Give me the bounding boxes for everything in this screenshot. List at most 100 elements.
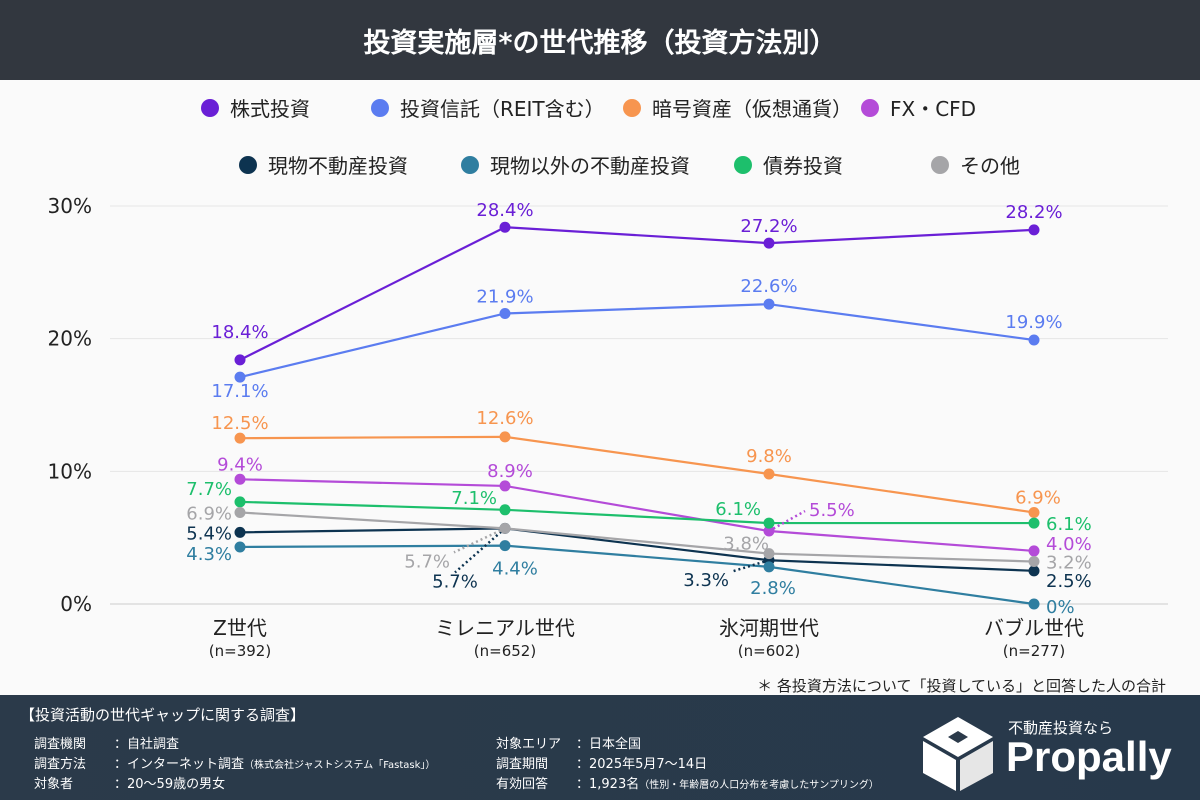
survey-title: 【投資活動の世代ギャップに関する調査】 [20,706,306,724]
data-point [1028,334,1040,346]
label-leader [453,527,506,554]
survey-key: 対象エリア [496,737,562,752]
data-label: 28.2% [1005,202,1062,223]
footnote: ＊ 各投資方法について「投資している」と回答した人の合計 [757,677,1166,695]
x-tick-label: Z世代 [213,616,267,640]
data-label: 12.5% [211,413,268,434]
series-path [239,527,1035,572]
legend-label: 投資信託（REIT含む） [400,97,605,121]
logo-cube-icon [923,717,993,791]
data-label: 2.8% [750,578,796,599]
data-point [499,431,511,443]
data-point [763,298,775,310]
survey-row: 調査機関 ：自社調査 [34,733,179,752]
data-point [1028,506,1040,518]
x-tick-label: ミレニアル世代 [435,616,575,640]
series-line [239,478,1035,553]
data-point [499,540,511,552]
series-path [239,435,1035,514]
survey-key: 対象者 [34,777,74,792]
survey-row: 対象エリア ：日本全国 [496,733,641,752]
survey-row: 調査期間 ：2025年5月7～14日 [496,753,707,772]
data-point [499,504,511,516]
series-line [239,435,1035,514]
chart-title: 投資実施層*の世代推移（投資方法別） [0,0,1200,80]
data-point [763,517,775,529]
data-point [1028,565,1040,577]
series-line [239,544,1035,606]
data-label: 5.7% [404,551,450,572]
data-point [234,432,246,444]
data-point [763,548,775,560]
data-label: 4.3% [186,544,232,565]
data-point [499,221,511,233]
data-point [1028,545,1040,557]
data-label: 3.8% [723,534,769,555]
x-tick-label: バブル世代 [984,616,1084,640]
legend-item: 現物不動産投資 [239,154,408,178]
data-point [499,480,511,492]
data-label: 6.1% [1046,514,1092,535]
survey-key: 有効回答 [496,777,549,792]
legend-marker [734,156,752,174]
legend-item: 暗号資産（仮想通貨） [623,97,852,121]
data-label: 17.1% [211,381,268,402]
legend-label: 株式投資 [230,97,310,121]
data-point [234,473,246,485]
data-label: 21.9% [476,286,533,307]
data-point [234,506,246,518]
legend-marker [931,156,949,174]
data-label: 4.4% [492,559,538,580]
data-label: 5.5% [809,500,855,521]
legend-label: その他 [960,154,1020,178]
y-tick-label: 30% [48,194,92,218]
x-tick-sublabel: (n=392) [209,642,271,660]
data-point [499,522,511,534]
legend-label: 現物以外の不動産投資 [490,154,690,178]
survey-note: （性別・年齢層の人口分布を考慮したサンプリング） [639,780,879,791]
series-line [239,226,1035,361]
legend-marker [371,99,389,117]
y-tick-label: 20% [48,327,92,351]
series-path [239,303,1035,379]
data-point [1028,556,1040,568]
data-point [499,307,511,319]
data-label: 27.2% [740,216,797,237]
survey-value: ：自社調査 [114,737,180,752]
legend-item: 投資信託（REIT含む） [371,97,605,121]
legend-item: 株式投資 [201,97,310,121]
y-tick-label: 0% [60,592,92,616]
data-label: 5.4% [186,523,232,544]
data-point [763,237,775,249]
survey-info-footer: 【投資活動の世代ギャップに関する調査】 調査機関 ：自社調査 調査方法 ：インターネッ… [0,695,1200,800]
survey-row: 有効回答 ：1,923名（性別・年齢層の人口分布を考慮したサンプリング） [496,773,879,792]
data-label: 0% [1046,597,1075,618]
survey-row: 調査方法 ：インターネット調査（株式会社ジャストシステム「Fastask」） [34,753,435,772]
data-label: 3.3% [683,570,729,591]
series-path [239,544,1035,606]
data-point [234,354,246,366]
y-tick-label: 10% [48,459,92,483]
survey-key: 調査機関 [34,737,87,752]
series-path [239,511,1035,563]
data-point [763,468,775,480]
data-label: 4.0% [1046,534,1092,555]
data-label: 9.4% [217,454,263,475]
legend-marker [623,99,641,117]
data-label: 3.2% [1046,553,1092,574]
survey-key: 調査方法 [34,757,87,772]
survey-note: （株式会社ジャストシステム「Fastask」） [244,760,436,771]
data-label: 12.6% [476,408,533,429]
legend-label: 暗号資産（仮想通貨） [652,97,852,121]
survey-value: ：2025年5月7～14日 [576,757,708,772]
legend-label: 現物不動産投資 [268,154,408,178]
legend-item: FX・CFD [861,97,976,121]
data-label: 18.4% [211,322,268,343]
survey-row: 対象者 ：20～59歳の男女 [34,773,225,792]
data-label: 28.4% [476,200,533,221]
data-point [763,561,775,573]
series-path [239,478,1035,553]
survey-value: ：日本全国 [576,737,642,752]
data-label: 2.5% [1046,571,1092,592]
data-label: 5.7% [432,571,478,592]
